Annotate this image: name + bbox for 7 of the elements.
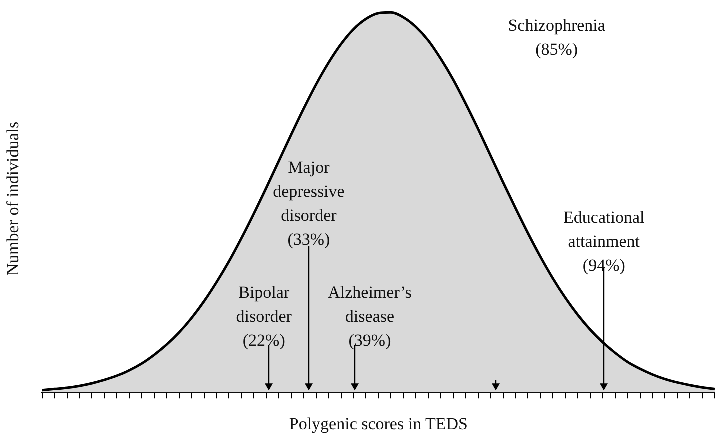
- annotation: Schizophrenia (85%): [508, 16, 606, 59]
- x-axis-title: Polygenic scores in TEDS: [289, 414, 468, 434]
- annotation: Bipolar disorder (22%): [236, 282, 292, 350]
- annotation: Alzheimer’s disease (39%): [328, 282, 412, 350]
- annotation: Major depressive disorder (33%): [273, 158, 345, 249]
- y-axis-title: Number of individuals: [4, 122, 23, 276]
- annotation: Educational attainment (94%): [564, 208, 646, 275]
